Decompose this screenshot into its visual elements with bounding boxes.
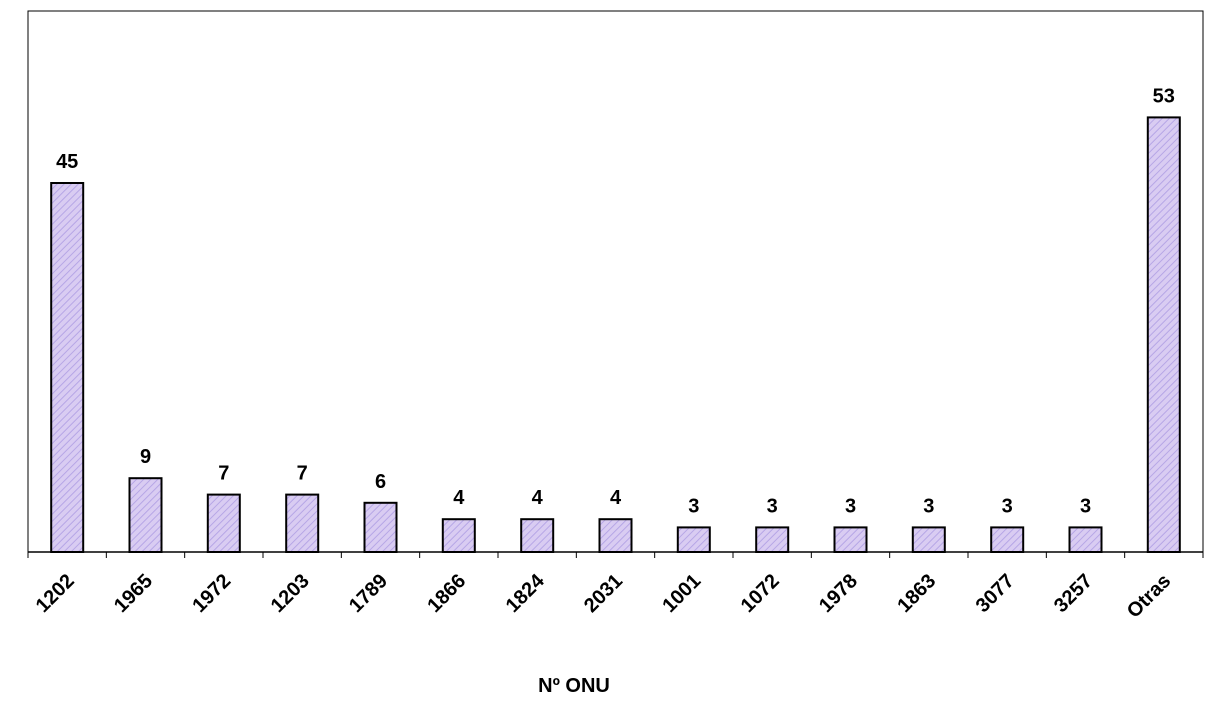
x-tick-label-1202: 1202 (32, 570, 79, 617)
bar-3077 (990, 526, 1025, 554)
value-label-1824: 4 (532, 487, 544, 509)
x-axis-ticks (27, 552, 1204, 558)
value-label-3257: 3 (1080, 495, 1091, 517)
value-label-1789: 6 (375, 471, 386, 493)
bar-1863 (911, 526, 946, 554)
x-tick-label-2031: 2031 (580, 570, 627, 617)
value-label-otras: 53 (1153, 85, 1175, 107)
bars-group (50, 116, 1181, 554)
x-tick-label-1072: 1072 (737, 570, 784, 617)
x-tick-label-otras: Otras (1123, 570, 1176, 623)
x-axis-title: Nº ONU (538, 675, 610, 697)
value-label-1965: 9 (140, 446, 151, 468)
value-label-1001: 3 (688, 495, 699, 517)
x-tick-label-1863: 1863 (893, 570, 940, 617)
x-tick-label-1203: 1203 (267, 570, 314, 617)
x-tick-label-3077: 3077 (972, 570, 1019, 617)
bar-otras (1146, 116, 1181, 554)
value-labels-group: 45 9 7 7 6 4 4 4 3 3 3 3 3 3 53 (56, 85, 1175, 517)
x-tick-label-1866: 1866 (423, 570, 470, 617)
x-tick-label-1824: 1824 (502, 569, 550, 617)
value-label-1202: 45 (56, 151, 78, 173)
x-tick-label-1965: 1965 (110, 570, 157, 617)
value-label-1072: 3 (767, 495, 778, 517)
plot-area-frame (27, 10, 1204, 553)
bar-1001 (676, 526, 711, 554)
x-tick-label-1972: 1972 (188, 570, 235, 617)
x-tick-label-3257: 3257 (1050, 570, 1097, 617)
bar-1789 (363, 501, 398, 553)
bar-1824 (520, 518, 555, 554)
x-tick-labels-group: 1202 1965 1972 1203 1789 1866 1824 2031 1001 1072… (32, 569, 1176, 622)
bar-3257 (1068, 526, 1103, 554)
value-label-1203: 7 (297, 463, 308, 485)
x-tick-label-1789: 1789 (345, 570, 392, 617)
value-label-1863: 3 (923, 495, 934, 517)
bar-1072 (755, 526, 790, 554)
bar-1978 (833, 526, 868, 554)
value-label-1972: 7 (218, 463, 229, 485)
bar-2031 (598, 518, 633, 554)
bar-1202 (50, 182, 85, 553)
value-label-1866: 4 (453, 487, 465, 509)
bar-1965 (128, 477, 163, 554)
x-tick-label-1001: 1001 (658, 570, 705, 617)
value-label-2031: 4 (610, 487, 622, 509)
x-tick-label-1978: 1978 (815, 570, 862, 617)
value-label-3077: 3 (1002, 495, 1013, 517)
value-label-1978: 3 (845, 495, 856, 517)
bar-1866 (441, 518, 476, 554)
bar-1203 (285, 493, 320, 554)
bar-1972 (206, 493, 241, 554)
